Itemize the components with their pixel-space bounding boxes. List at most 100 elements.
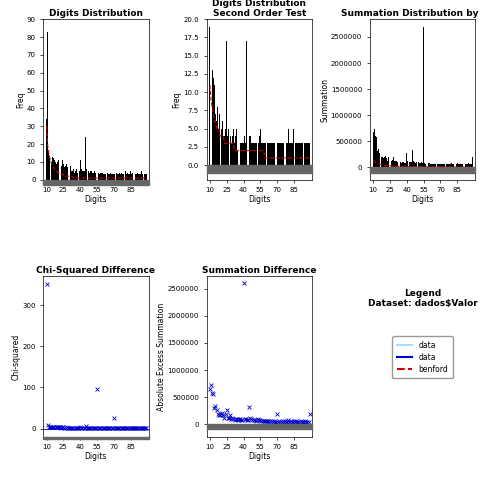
Point	[281, 418, 289, 425]
Bar	[57, 162, 58, 180]
Bar	[461, 164, 462, 168]
Point	[76, 423, 84, 431]
Bar	[112, 174, 113, 180]
Point	[92, 424, 100, 432]
Point	[118, 424, 125, 432]
Point	[262, 417, 270, 425]
Bar	[216, 121, 217, 165]
Bar	[398, 162, 399, 168]
Point	[252, 417, 260, 425]
Bar	[392, 160, 393, 168]
Point	[121, 424, 129, 432]
Bar	[384, 157, 385, 168]
Bar	[72, 171, 73, 180]
Bar	[464, 164, 465, 168]
Bar	[441, 164, 442, 168]
Point	[142, 424, 149, 432]
Bar	[140, 174, 141, 180]
Point	[112, 424, 120, 432]
Bar	[212, 70, 213, 165]
Bar	[387, 160, 388, 168]
Point	[295, 418, 302, 426]
Bar	[92, 173, 93, 180]
Point	[104, 424, 112, 432]
Bar	[254, 144, 255, 165]
Bar	[241, 144, 242, 165]
Bar	[50, 162, 51, 180]
Point	[235, 415, 243, 423]
Bar	[435, 164, 436, 168]
Bar	[99, 174, 100, 180]
Bar	[282, 144, 283, 165]
Bar	[412, 150, 413, 168]
Point	[265, 418, 273, 426]
Point	[251, 416, 259, 424]
Bar	[123, 174, 124, 180]
Point	[246, 414, 254, 422]
Bar	[49, 158, 50, 180]
Bar	[405, 163, 406, 168]
Bar	[432, 164, 433, 168]
Bar	[252, 144, 253, 165]
Bar	[450, 164, 451, 168]
Bar	[103, 174, 104, 180]
Point	[120, 424, 128, 432]
Bar	[69, 169, 70, 180]
Bar	[73, 169, 74, 180]
Bar	[457, 163, 458, 168]
Point	[109, 424, 117, 432]
Point	[216, 411, 224, 419]
Bar	[391, 160, 392, 168]
Bar	[113, 174, 114, 180]
Bar	[219, 114, 220, 165]
Point	[270, 418, 277, 425]
Bar	[120, 174, 121, 180]
Bar	[264, 144, 265, 165]
Point	[228, 414, 236, 422]
Bar	[74, 173, 75, 180]
Point	[100, 424, 108, 432]
Bar	[250, 136, 251, 165]
Bar	[298, 144, 299, 165]
Point	[60, 423, 67, 431]
Y-axis label: Freq: Freq	[16, 91, 25, 108]
Bar	[445, 164, 446, 168]
Point	[248, 415, 255, 423]
Bar	[458, 164, 459, 168]
Bar	[127, 173, 128, 180]
Bar	[259, 136, 260, 165]
Bar	[139, 174, 140, 180]
Point	[84, 424, 92, 432]
Bar	[233, 129, 234, 165]
Bar	[102, 173, 103, 180]
Bar	[293, 129, 294, 165]
Bar	[459, 164, 460, 168]
Point	[290, 417, 298, 425]
Point	[286, 418, 293, 426]
Point	[77, 424, 85, 432]
Point	[139, 424, 147, 432]
Bar	[83, 171, 84, 180]
Point	[54, 423, 61, 431]
Bar	[382, 157, 383, 168]
Point	[126, 424, 133, 432]
Point	[85, 424, 93, 432]
Bar	[455, 164, 456, 168]
Point	[90, 424, 97, 432]
Point	[123, 424, 131, 432]
Point	[266, 418, 274, 425]
Point	[299, 418, 307, 426]
Point	[275, 418, 282, 426]
Bar	[66, 164, 67, 180]
Point	[256, 416, 264, 424]
Bar	[261, 144, 262, 165]
Point	[301, 417, 309, 425]
X-axis label: Digits: Digits	[411, 195, 434, 204]
Bar	[59, 160, 60, 180]
Bar	[84, 171, 85, 180]
Bar	[287, 144, 288, 165]
Bar	[93, 173, 94, 180]
Bar	[209, 26, 210, 165]
Point	[45, 423, 53, 431]
Point	[133, 424, 141, 432]
